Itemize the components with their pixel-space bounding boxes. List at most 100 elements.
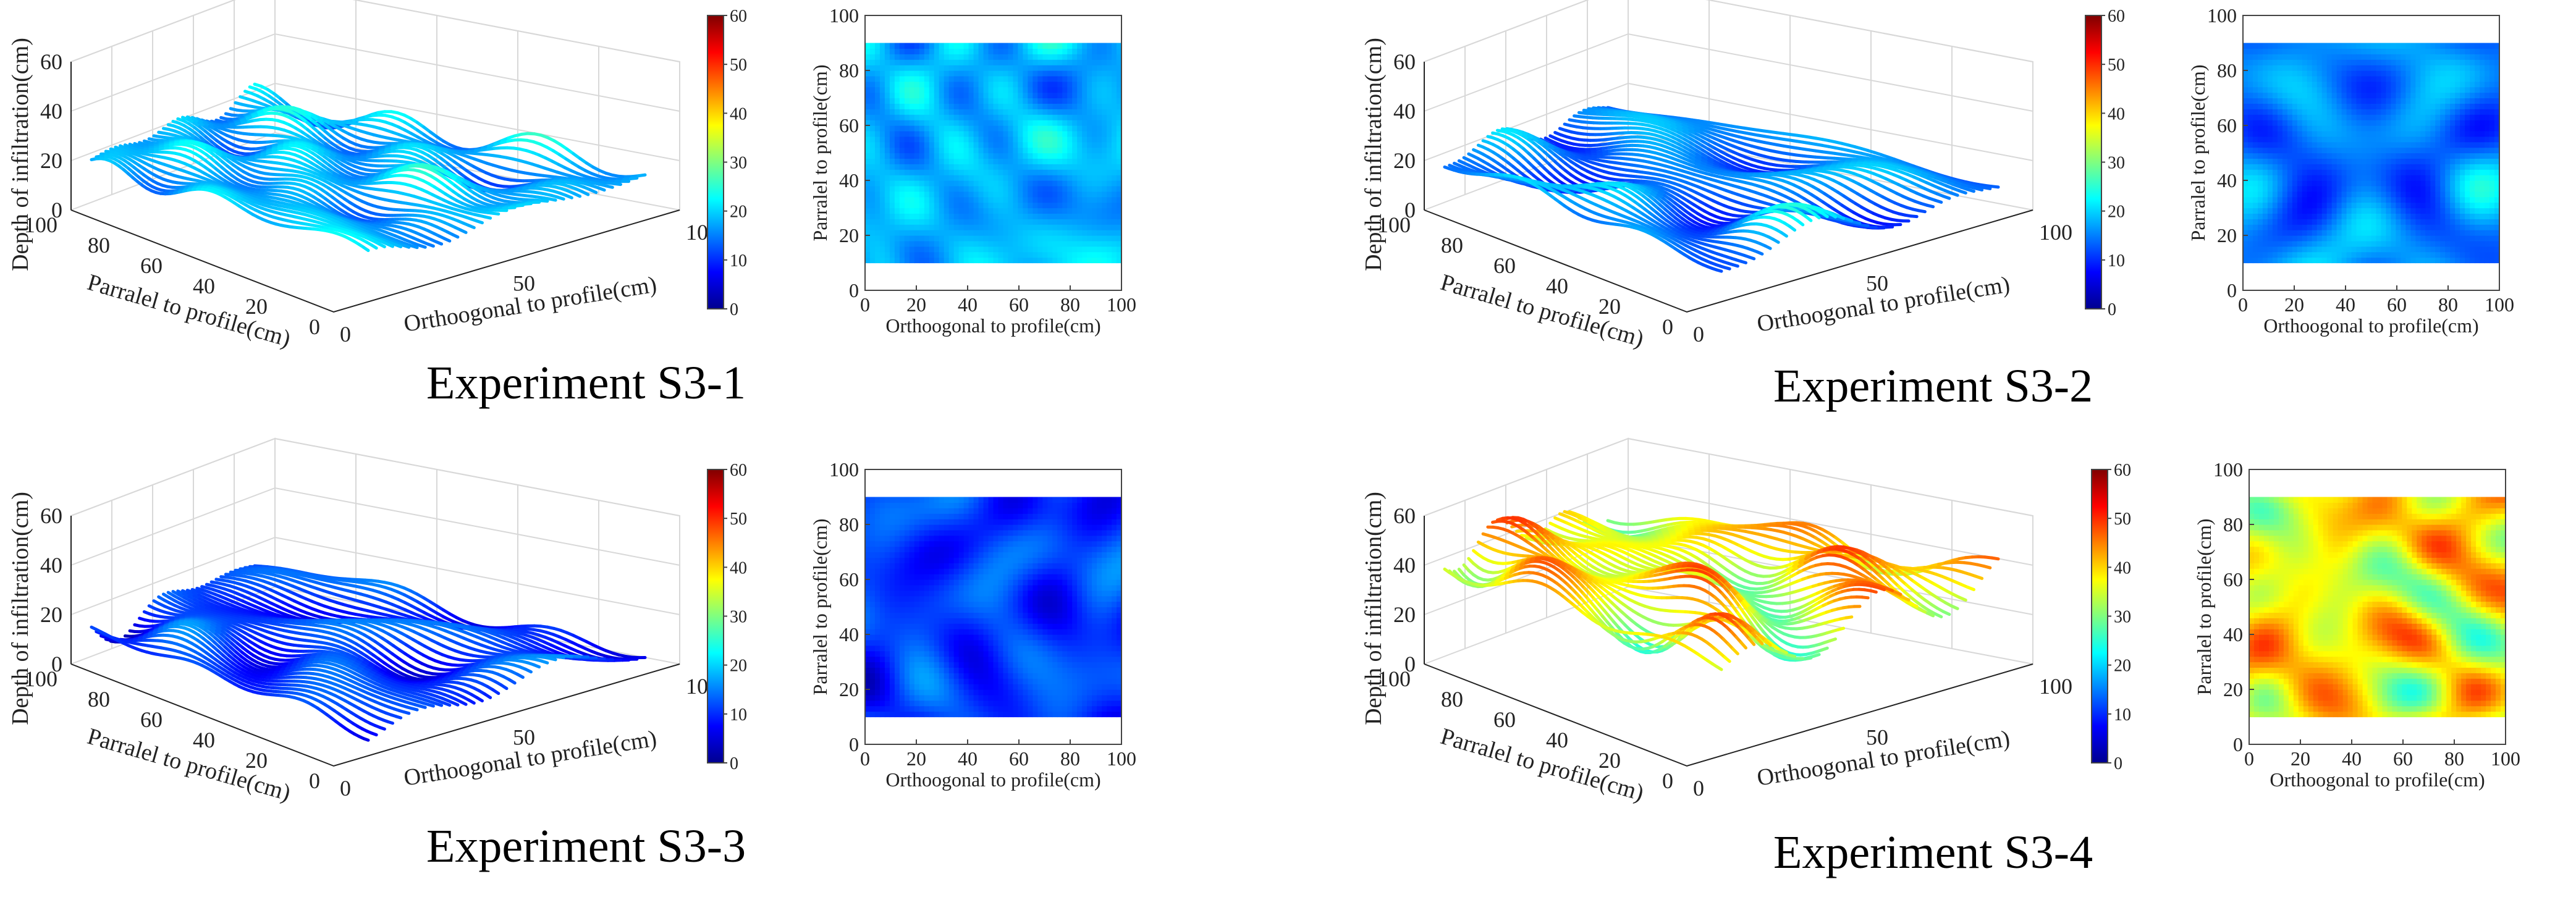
heatmap-cell	[1018, 65, 1023, 71]
heatmap-cell	[968, 191, 974, 198]
heatmap-cell	[983, 120, 989, 126]
heatmap-cell	[934, 92, 940, 99]
heatmap-cell	[879, 136, 885, 143]
heatmap-cell	[939, 65, 945, 71]
heatmap-cell	[1112, 92, 1117, 99]
heatmap-cell	[1018, 48, 1023, 54]
heatmap-cell	[899, 169, 905, 175]
heatmap-cell	[934, 43, 940, 49]
heatmap-cell	[993, 202, 999, 209]
heatmap-cell	[1028, 147, 1033, 154]
heatmap-cell	[1112, 59, 1117, 65]
heatmap-cell	[1077, 92, 1083, 99]
heatmap-cell	[978, 164, 984, 170]
surface-segment	[572, 191, 582, 198]
heatmap-cell	[1008, 92, 1014, 99]
heatmap-cell	[909, 164, 915, 170]
heatmap-cell	[973, 147, 979, 154]
heatmap-cell	[1037, 147, 1043, 154]
heatmap-cell	[889, 109, 895, 115]
heatmap-cell	[1112, 224, 1117, 230]
heatmap-cell	[874, 191, 880, 198]
heatmap-cell	[1102, 180, 1107, 187]
heatmap-cell	[1087, 235, 1092, 242]
heatmap-cell	[919, 120, 925, 126]
heatmap-cell	[889, 81, 895, 88]
heatmap-cell	[944, 125, 950, 132]
heatmap-cell	[998, 92, 1004, 99]
heatmap-cell	[1087, 185, 1092, 192]
heatmap-cell	[1062, 43, 1068, 49]
heatmap-cell	[1057, 213, 1063, 219]
heatmap-cell	[929, 235, 935, 242]
heatmap-cell	[998, 224, 1004, 230]
heatmap-cell	[1033, 70, 1038, 77]
heatmap-cell	[1018, 70, 1023, 77]
heatmap-cell	[944, 202, 950, 209]
heatmap-cell	[944, 130, 950, 137]
heatmap-cell	[889, 153, 895, 159]
heatmap-cell	[904, 125, 910, 132]
heatmap-cell	[1097, 202, 1102, 209]
heatmap-cell	[904, 141, 910, 148]
heatmap-cell	[1003, 257, 1009, 264]
heatmap-cell	[1087, 141, 1092, 148]
heatmap-cell	[998, 130, 1004, 137]
heatmap-cell	[1047, 120, 1053, 126]
heatmap-cell	[914, 59, 920, 65]
heatmap-cell	[1057, 136, 1063, 143]
heatmap-cell	[993, 158, 999, 164]
heatmap-cell	[865, 213, 871, 219]
heatmap-cell	[973, 65, 979, 71]
heatmap-cell	[889, 136, 895, 143]
heatmap-cell	[1028, 65, 1033, 71]
heatmap-cell	[1087, 48, 1092, 54]
heatmap-cell	[1057, 202, 1063, 209]
heatmap-cell	[1102, 169, 1107, 175]
heatmap-cell	[1047, 114, 1053, 120]
heatmap-cell	[958, 65, 965, 71]
heatmap-cell	[1062, 130, 1068, 137]
heatmap-cell	[968, 103, 974, 109]
heatmap-cell	[919, 109, 925, 115]
heatmap-cell	[988, 109, 994, 115]
heatmap-cell	[894, 158, 900, 164]
heatmap-cell	[1033, 86, 1038, 93]
heatmap-cell	[963, 48, 969, 54]
heatmap-cell	[865, 185, 871, 192]
heatmap-cell	[919, 43, 925, 49]
heatmap-cell	[973, 125, 979, 132]
heatmap-cell	[1082, 81, 1087, 88]
heatmap-cell	[909, 240, 915, 247]
heatmap-cell	[1003, 153, 1009, 159]
heatmap-cell	[993, 257, 999, 264]
heatmap-cell	[1072, 65, 1078, 71]
heatmap-cell	[939, 98, 945, 104]
heatmap-cell	[934, 54, 940, 60]
surface-segment	[370, 243, 378, 250]
heatmap-cell	[1107, 147, 1112, 154]
heatmap-cell	[879, 153, 885, 159]
heatmap-cell	[1062, 136, 1068, 143]
heatmap-cell	[919, 136, 925, 143]
heatmap-cell	[983, 208, 989, 214]
heatmap-cell	[944, 141, 950, 148]
heatmap-cell	[953, 98, 960, 104]
heatmap-cell	[1112, 103, 1117, 109]
heatmap-cell	[963, 92, 969, 99]
heatmap-cell	[894, 141, 900, 148]
heatmap-cell	[1013, 130, 1018, 137]
heatmap-cell	[879, 202, 885, 209]
heatmap-cell	[988, 75, 994, 82]
heatmap-cell	[879, 219, 885, 225]
heatmap-cell	[978, 141, 984, 148]
heatmap-cell	[958, 59, 965, 65]
heatmap-cell	[939, 158, 945, 164]
heatmap-cell	[944, 196, 950, 203]
heatmap-cell	[978, 92, 984, 99]
heatmap-cell	[1028, 219, 1033, 225]
heatmap-cell	[1047, 86, 1053, 93]
heatmap-cell	[1087, 92, 1092, 99]
heatmap-cell	[909, 103, 915, 109]
heatmap-cell	[978, 202, 984, 209]
